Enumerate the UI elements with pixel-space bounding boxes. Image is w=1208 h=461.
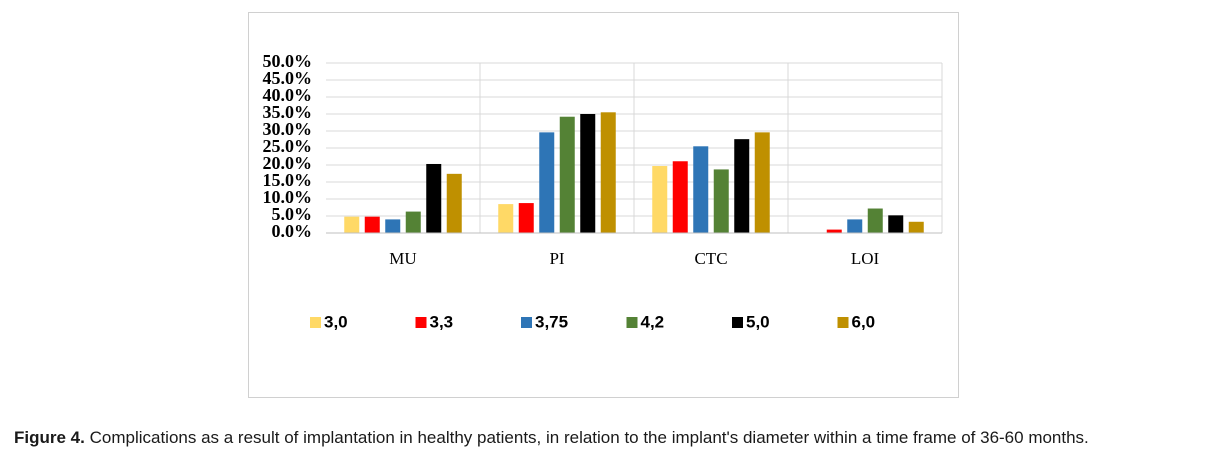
y-tick-label: 35.0% bbox=[263, 102, 313, 122]
y-tick-label: 25.0% bbox=[263, 136, 313, 156]
y-tick-label: 15.0% bbox=[263, 170, 313, 190]
y-tick-label: 45.0% bbox=[263, 68, 313, 88]
legend-label: 5,0 bbox=[746, 312, 770, 331]
x-tick-label: MU bbox=[389, 249, 416, 268]
bar bbox=[364, 216, 380, 233]
bar bbox=[405, 211, 421, 233]
bar bbox=[600, 112, 616, 233]
bar bbox=[344, 216, 360, 233]
bar bbox=[539, 132, 555, 233]
x-tick-label: CTC bbox=[694, 249, 727, 268]
legend-swatch bbox=[626, 317, 638, 328]
legend-swatch bbox=[521, 317, 532, 328]
bar bbox=[518, 203, 534, 233]
y-tick-label: 40.0% bbox=[263, 85, 313, 105]
bar bbox=[713, 169, 729, 233]
legend-swatch bbox=[415, 317, 427, 328]
legend-label: 6,0 bbox=[852, 312, 876, 331]
x-tick-label: LOI bbox=[851, 249, 880, 268]
bar bbox=[426, 163, 442, 233]
legend-swatch bbox=[310, 317, 321, 328]
y-tick-label: 50.0% bbox=[263, 51, 313, 71]
legend-label: 4,2 bbox=[641, 312, 665, 331]
bar bbox=[734, 139, 750, 233]
legend-swatch bbox=[837, 317, 849, 328]
y-tick-label: 0.0% bbox=[272, 221, 313, 241]
caption: Figure 4. Complications as a result of i… bbox=[14, 428, 1089, 448]
legend-label: 3,3 bbox=[430, 312, 454, 331]
y-tick-label: 5.0% bbox=[272, 204, 313, 224]
bar bbox=[446, 173, 462, 233]
y-tick-label: 30.0% bbox=[263, 119, 313, 139]
bar bbox=[672, 161, 688, 233]
legend-label: 3,75 bbox=[535, 312, 568, 331]
bar bbox=[498, 204, 514, 233]
bar bbox=[888, 215, 904, 233]
legend-swatch bbox=[732, 317, 743, 328]
bar bbox=[867, 208, 883, 233]
y-tick-label: 10.0% bbox=[263, 187, 313, 207]
bar bbox=[908, 221, 924, 233]
bar bbox=[580, 114, 596, 233]
x-tick-label: PI bbox=[549, 249, 564, 268]
bar bbox=[754, 132, 770, 233]
bar bbox=[385, 219, 401, 233]
bar bbox=[559, 116, 575, 233]
caption-text: Complications as a result of implantatio… bbox=[89, 428, 1089, 447]
y-tick-label: 20.0% bbox=[263, 153, 313, 173]
bar bbox=[693, 146, 709, 233]
legend-label: 3,0 bbox=[324, 312, 348, 331]
bar bbox=[847, 219, 863, 233]
bar bbox=[826, 229, 842, 233]
caption-label: Figure 4. bbox=[14, 428, 85, 447]
bar bbox=[652, 166, 668, 233]
